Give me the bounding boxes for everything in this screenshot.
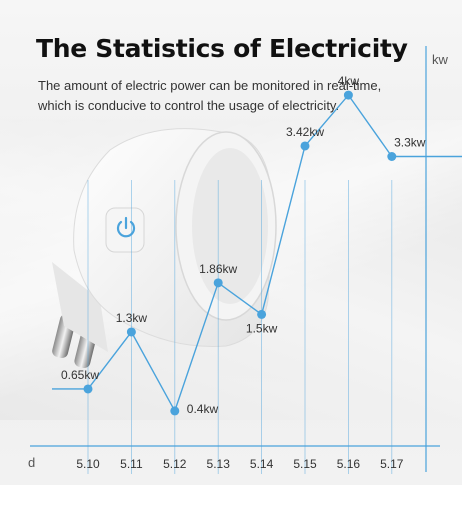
data-point <box>300 141 310 151</box>
x-tick-label: 5.17 <box>380 457 404 471</box>
x-tick-label: 5.11 <box>120 457 143 471</box>
data-label: 1.86kw <box>199 262 237 276</box>
x-tick-label: 5.13 <box>207 457 231 471</box>
data-label: 3.42kw <box>286 125 324 139</box>
data-point <box>126 327 136 337</box>
x-tick-label: 5.12 <box>163 457 187 471</box>
x-tick-label: 5.14 <box>250 457 274 471</box>
data-label: 0.65kw <box>61 368 99 382</box>
x-tick-label: 5.10 <box>76 457 100 471</box>
x-axis-label: d <box>28 455 35 470</box>
data-label: 0.4kw <box>187 402 219 416</box>
y-axis-label: kw <box>432 52 449 67</box>
data-point <box>170 406 180 416</box>
data-label: 3.3kw <box>394 136 426 150</box>
x-tick-label: 5.16 <box>337 457 361 471</box>
subtitle-line-2: which is conducive to control the usage … <box>38 98 340 113</box>
power-icon <box>116 216 136 238</box>
page-title: The Statistics of Electricity <box>36 34 408 63</box>
data-point <box>83 384 93 394</box>
bottom-band <box>0 485 462 512</box>
page-subtitle: The amount of electric power can be moni… <box>38 76 418 116</box>
data-point <box>257 309 267 319</box>
data-label: 4kw <box>338 74 360 88</box>
series-line <box>87 93 393 413</box>
x-tick-label: 5.15 <box>293 457 317 471</box>
data-point <box>213 278 223 288</box>
data-point <box>387 152 397 161</box>
subtitle-line-1: The amount of electric power can be moni… <box>38 78 382 93</box>
data-label: 1.3kw <box>116 311 148 325</box>
data-point <box>343 90 353 100</box>
data-label: 1.5kw <box>246 321 278 335</box>
